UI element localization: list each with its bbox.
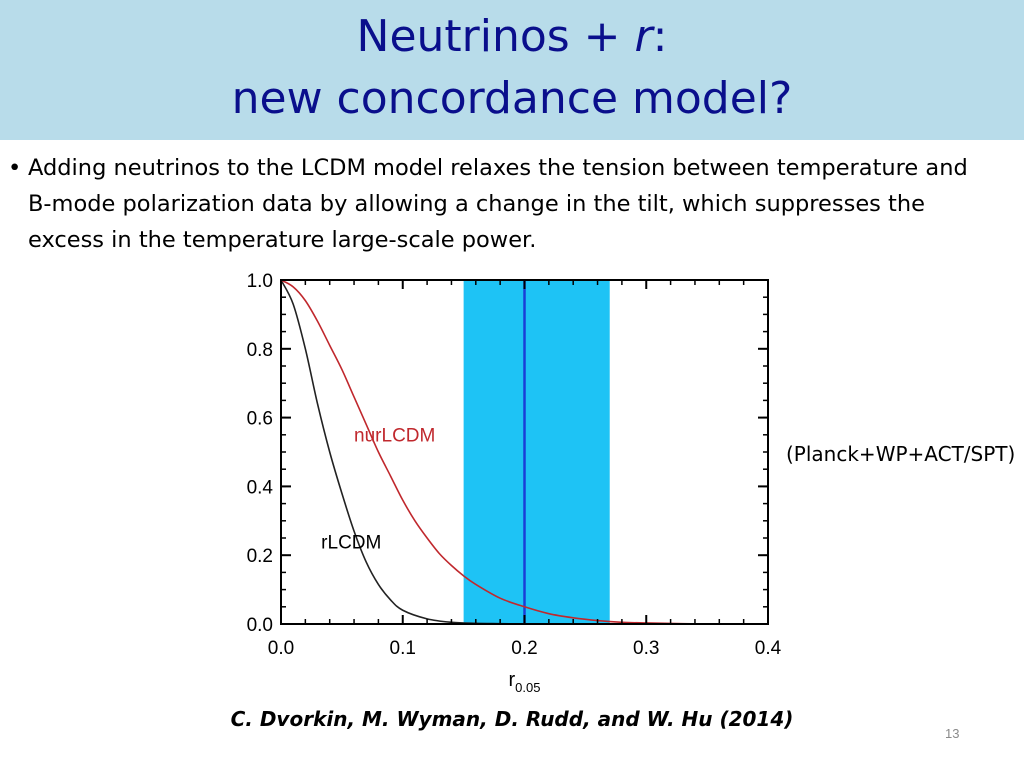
title-bar [0,0,1024,140]
x-tick-label: 0.1 [390,638,416,659]
x-axis-label: r0.05 [509,669,541,695]
slide-title: Neutrinos + r: new concordance model? [0,6,1024,130]
citation: C. Dvorkin, M. Wyman, D. Rudd, and W. Hu… [230,707,794,731]
bullet-text: Adding neutrinos to the LCDM model relax… [28,155,968,253]
title-italic-r: r [634,11,653,62]
x-axis-label-subscript: 0.05 [515,680,540,695]
series-line-nurlcdm [281,280,708,624]
bullet-symbol: • [8,155,22,181]
y-tick-label: 0.8 [247,340,273,361]
x-tick-label: 0.3 [633,638,659,659]
series-line-rlcdm [281,280,525,624]
page-number: 13 [945,726,960,741]
data-source-note: (Planck+WP+ACT/SPT) [786,442,1016,466]
x-tick-label: 0.4 [755,638,782,659]
y-tick-label: 0.0 [247,615,273,636]
y-tick-label: 0.4 [247,477,274,498]
title-suffix: : [652,11,668,62]
x-tick-label: 0.2 [511,638,537,659]
y-tick-label: 0.2 [247,546,273,567]
x-tick-label: 0.0 [268,638,294,659]
likelihood-chart: 0.0 0.1 0.2 0.3 0.4 0.0 0.2 0.4 0.6 0.8 1.0 r0.05 n… [247,271,782,695]
title-prefix: Neutrinos + [356,11,635,62]
y-tick-label: 1.0 [247,271,273,292]
series-label-rlcdm: rLCDM [321,532,381,553]
series-label-nurlcdm: nurLCDM [354,426,435,447]
y-tick-label: 0.6 [247,409,273,430]
constraint-band [463,280,610,624]
bullet-point: • Adding neutrinos to the LCDM model rel… [8,150,998,258]
title-line-2: new concordance model? [231,73,793,124]
title-line-1: Neutrinos + r: [0,6,1024,68]
